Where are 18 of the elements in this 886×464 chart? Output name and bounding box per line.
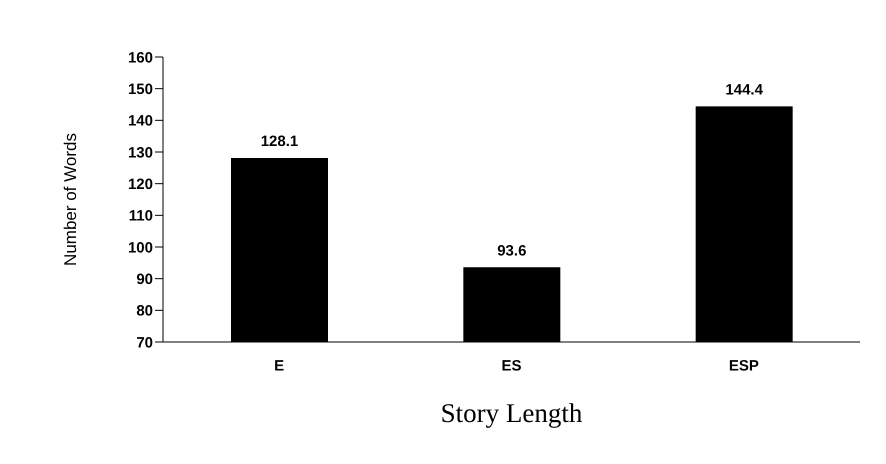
y-axis-title: Number of Words xyxy=(61,133,80,266)
x-axis-title: Story Length xyxy=(440,398,583,428)
y-tick-label: 120 xyxy=(128,176,153,193)
y-tick-label: 100 xyxy=(128,239,153,256)
x-tick-label: ES xyxy=(501,358,522,375)
y-tick-label: 80 xyxy=(136,302,153,320)
data-label: 93.6 xyxy=(497,242,526,260)
data-label: 144.4 xyxy=(725,81,764,98)
y-tick-label: 160 xyxy=(128,49,153,66)
y-tick-label: 70 xyxy=(136,334,153,352)
y-tick-label: 130 xyxy=(128,144,153,162)
x-tick-label: ESP xyxy=(728,358,759,375)
y-tick-label: 90 xyxy=(136,270,153,288)
y-tick-label: 140 xyxy=(128,112,153,130)
x-tick-label: E xyxy=(274,358,284,375)
data-label: 128.1 xyxy=(260,133,298,150)
y-tick-label: 150 xyxy=(128,80,153,98)
y-tick-label: 110 xyxy=(128,208,153,225)
